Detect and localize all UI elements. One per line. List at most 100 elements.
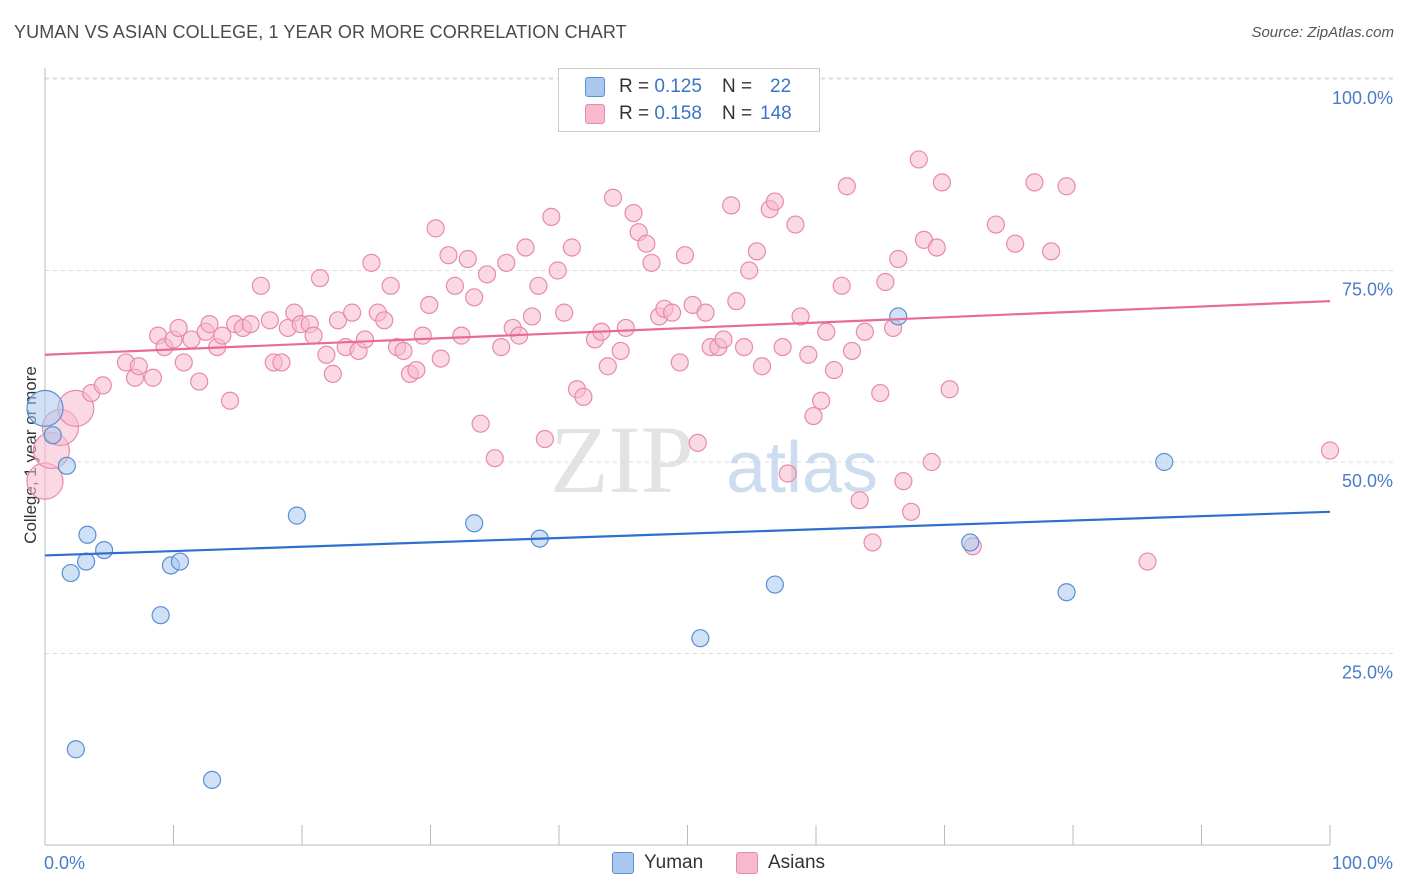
asian-point xyxy=(824,360,844,380)
bottom-legend-yuman-label: Yuman xyxy=(644,852,704,873)
legend-row-asian: R = 0.158 N = 148 xyxy=(585,101,792,127)
asian-point xyxy=(492,338,511,357)
yuman-point xyxy=(961,533,980,552)
asian-point xyxy=(317,345,336,364)
x-tick-label: 0.0% xyxy=(44,853,85,873)
asian-point xyxy=(637,234,656,253)
asian-point xyxy=(93,376,112,395)
asian-point xyxy=(304,326,323,345)
y-tick-label: 75.0% xyxy=(1342,280,1393,300)
bottom-legend-asian: Asians xyxy=(736,852,825,874)
asian-point xyxy=(778,464,797,483)
asian-point xyxy=(323,364,342,384)
asian-point xyxy=(477,265,497,284)
legend-swatch-asian xyxy=(585,104,605,124)
asian-point xyxy=(190,372,209,391)
asian-point xyxy=(804,406,823,426)
asian-trend-line xyxy=(44,300,1331,356)
legend-swatch-yuman xyxy=(585,77,605,97)
asian-point xyxy=(426,219,445,238)
asian-point xyxy=(555,303,574,322)
asian-point xyxy=(26,462,64,500)
asian-point xyxy=(850,491,869,510)
asian-point xyxy=(876,272,895,292)
asian-point xyxy=(169,318,188,338)
asian-point xyxy=(394,341,413,361)
tick-labels: 25.0% 50.0% 75.0% 100.0% 0.0% 100.0% xyxy=(44,88,1393,873)
asian-point xyxy=(465,288,484,307)
asian-point xyxy=(272,353,291,372)
yuman-point xyxy=(170,552,190,571)
asian-point xyxy=(251,276,270,295)
asian-point xyxy=(799,345,818,364)
asian-point xyxy=(642,253,661,272)
asian-point xyxy=(542,207,561,226)
asian-point xyxy=(458,249,477,269)
asian-point xyxy=(734,338,754,357)
asian-point xyxy=(940,380,959,399)
asian-point xyxy=(497,253,516,272)
asian-point xyxy=(535,429,554,449)
legend: R = 0.125 N = 22 R = 0.158 N = 148 xyxy=(558,68,820,132)
asian-point xyxy=(662,303,682,322)
y-tick-label: 100.0% xyxy=(1332,88,1393,108)
asian-point xyxy=(407,360,426,380)
asian-point xyxy=(688,433,707,452)
yuman-point xyxy=(78,525,97,544)
asian-point xyxy=(516,238,535,257)
yuman-point xyxy=(287,506,306,525)
asian-point xyxy=(791,307,810,326)
asian-point xyxy=(548,261,567,280)
asian-point xyxy=(420,295,439,315)
yuman-point xyxy=(465,514,484,533)
legend-yuman-n: 22 xyxy=(770,76,792,97)
legend-r-label: R = xyxy=(619,76,650,97)
asian-point xyxy=(439,246,458,265)
yuman-points xyxy=(26,307,1174,789)
asian-point xyxy=(786,215,805,234)
bottom-legend-asian-label: Asians xyxy=(768,852,826,873)
bottom-legend-yuman: Yuman xyxy=(612,852,703,874)
asian-point xyxy=(381,276,400,295)
asian-point xyxy=(213,326,232,345)
asian-point xyxy=(889,249,908,269)
asian-point xyxy=(485,449,504,468)
asian-point xyxy=(431,349,450,368)
asian-point xyxy=(445,276,465,295)
yuman-point xyxy=(77,552,96,571)
yuman-point xyxy=(57,456,76,475)
asian-point xyxy=(574,387,593,406)
legend-asian-r: 0.158 xyxy=(654,103,702,124)
asian-point xyxy=(375,311,394,330)
yuman-point xyxy=(151,606,170,625)
asian-point xyxy=(174,353,193,372)
asian-point xyxy=(871,383,890,403)
yuman-trend-line xyxy=(44,510,1331,557)
asian-point xyxy=(471,414,490,433)
grid-lines xyxy=(45,77,1395,654)
asian-point xyxy=(714,330,733,349)
asian-point xyxy=(452,326,471,345)
x-tick-label: 100.0% xyxy=(1332,853,1393,873)
y-tick-label: 25.0% xyxy=(1342,663,1393,683)
asian-point xyxy=(863,533,882,552)
asian-point xyxy=(200,315,219,334)
asian-point xyxy=(812,391,831,410)
bottom-legend-swatch-asian xyxy=(736,852,758,874)
asian-point xyxy=(143,368,163,387)
asian-point xyxy=(328,311,348,330)
asian-point xyxy=(894,472,913,491)
asian-point xyxy=(722,196,741,215)
asian-point xyxy=(611,341,630,361)
asian-point xyxy=(241,315,260,334)
yuman-point xyxy=(95,540,114,560)
legend-yuman-r: 0.125 xyxy=(654,76,702,97)
trend-lines xyxy=(44,300,1331,557)
asian-point xyxy=(343,303,362,322)
yuman-point xyxy=(61,563,80,583)
y-tick-label: 50.0% xyxy=(1342,471,1393,491)
watermark-zip: ZIP xyxy=(550,406,694,513)
yuman-point xyxy=(202,770,222,789)
yuman-point xyxy=(1155,452,1174,472)
asian-point xyxy=(129,357,148,376)
